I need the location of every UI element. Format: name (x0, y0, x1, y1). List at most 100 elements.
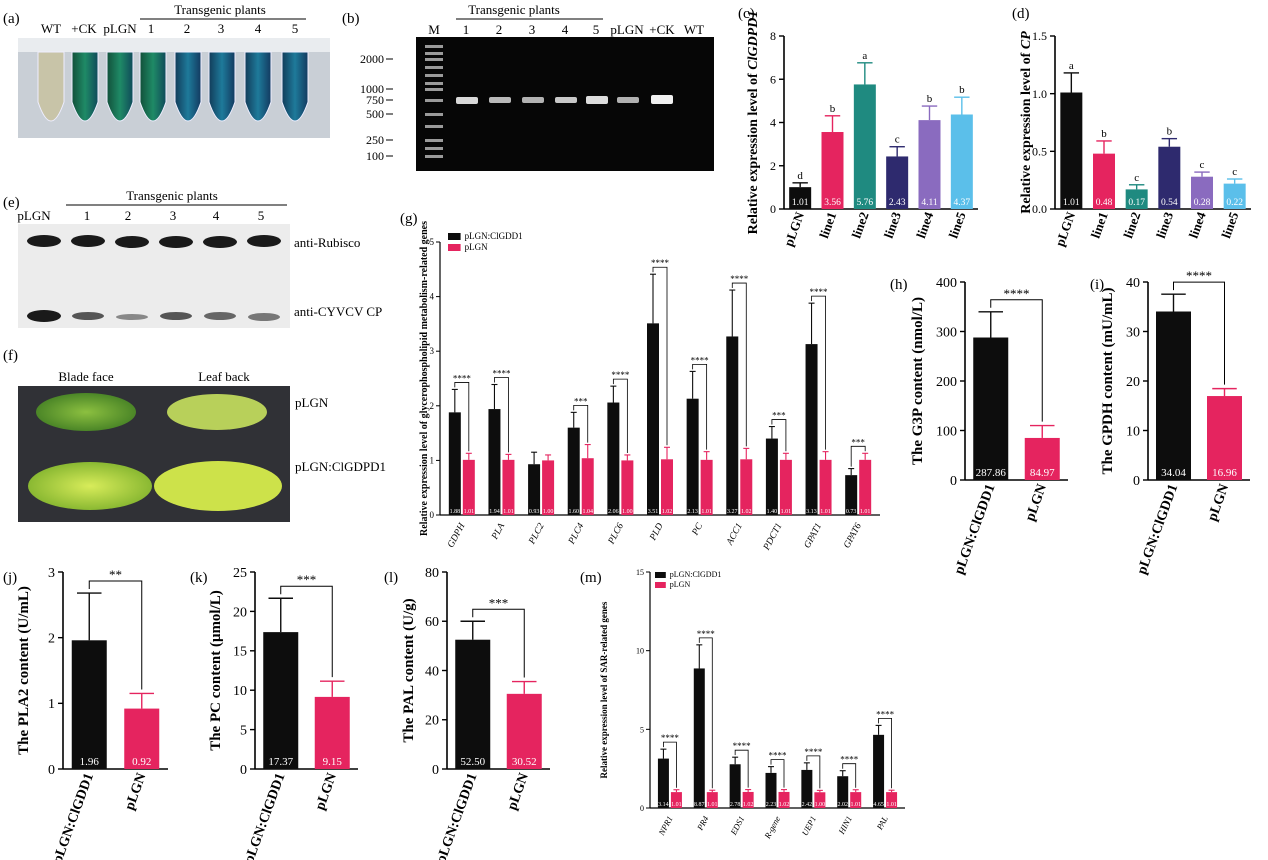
significance-letter: a (1069, 60, 1074, 72)
significance-stars: **** (611, 370, 630, 380)
y-tick-label: 40 (1126, 276, 1140, 291)
y-axis-label: The G3P content (nmol/L) (910, 297, 926, 465)
ladder-band (425, 113, 443, 116)
significance-stars: **** (661, 733, 680, 743)
chart-m: (m) 0 5 10 15 Relative expression level of SA… (580, 568, 905, 841)
panel-b-lane: WT (684, 22, 704, 37)
bar-value-label: 287.86 (976, 467, 1007, 479)
x-category-label: PC (690, 521, 705, 538)
bar-value-label: 2.78 (730, 802, 741, 808)
bar-value-label: 2.02 (837, 802, 848, 808)
chart-k: (k) 0 5 10 15 20 25 The PC content (μmol/L) 17.3… (190, 566, 358, 860)
legend-swatch (448, 244, 461, 251)
bar-value-label: 0.17 (1128, 198, 1145, 208)
y-tick-label: 3 (48, 566, 55, 581)
bar-uep1-s1 (814, 792, 826, 808)
bar-plgn (124, 708, 160, 769)
bar-pc-s0 (686, 398, 699, 515)
panel-j-label: (j) (3, 570, 17, 586)
y-tick-label: 0 (640, 804, 644, 813)
plgn-blade-leaf (36, 393, 136, 431)
panel-m-label: (m) (580, 570, 602, 586)
bar-pdct1-s1 (779, 459, 792, 515)
bar-value-label: 3.56 (824, 198, 841, 208)
panel-b-lane: 3 (529, 22, 536, 37)
y-axis-label: Relative expression level of ClGDPD1 (746, 11, 761, 235)
bar-npr1-s1 (670, 792, 682, 808)
y-tick-label: 100 (936, 424, 957, 439)
significance-stars: ** (109, 567, 122, 582)
significance-bracket (734, 749, 749, 788)
tube-ck (71, 51, 99, 122)
tube-3 (208, 51, 236, 122)
y-tick-label: 1.5 (1032, 29, 1047, 43)
ladder-band (425, 45, 443, 48)
blot-band (248, 313, 280, 321)
bar-value-label: 0.92 (132, 756, 151, 768)
bar-value-label: 52.50 (460, 756, 485, 768)
chart-h: (h) 0 100 200 300 400 The G3P content (nmol/L)… (890, 276, 1068, 577)
tube-4 (244, 51, 272, 122)
sample-band (651, 95, 673, 104)
bar-line4 (1191, 176, 1213, 209)
tube-1 (139, 51, 167, 122)
y-tick-label: 6 (770, 72, 776, 86)
significance-stars: **** (1004, 286, 1030, 301)
panel-e-lane: 5 (258, 208, 265, 223)
bar-pdct1-s0 (765, 438, 778, 515)
panel-k-label: (k) (190, 570, 208, 586)
significance-letter: b (1101, 128, 1107, 140)
y-tick-label: 200 (936, 375, 957, 390)
leaf-back-label: Leaf back (198, 369, 250, 384)
bar-value-label: 1.00 (815, 802, 826, 808)
y-tick-label: 2 (430, 401, 435, 411)
bar-value-label: 0.48 (1096, 198, 1113, 208)
significance-letter: c (1200, 159, 1205, 171)
tube-2 (174, 51, 202, 122)
significance-bracket (811, 295, 826, 450)
bar-npr1-s0 (657, 758, 669, 808)
ladder-band (425, 74, 443, 77)
blot-band (71, 235, 105, 247)
bar-value-label: 1.01 (707, 802, 718, 808)
blot-band (160, 312, 192, 320)
significance-stars: **** (651, 258, 670, 268)
significance-bracket (280, 585, 333, 678)
bar-eds1-s1 (742, 791, 754, 808)
bar-line2 (1125, 189, 1148, 209)
gel-ladder-bands (425, 45, 443, 158)
panel-f: (f) Blade face Leaf back pLGN pLGN:ClGDP… (3, 348, 386, 522)
y-axis-label-text: Relative expression level of (746, 70, 761, 235)
x-category-label: line1 (1088, 210, 1111, 240)
y-axis-label: Relative expression level of glycerophos… (419, 221, 430, 536)
panel-b-header: Transgenic plants (468, 2, 560, 17)
bar-value-label: 1.88 (450, 509, 461, 515)
panel-a-lane-labels: WT +CK pLGN 1 2 3 4 5 (41, 21, 298, 36)
legend-swatch (448, 233, 461, 240)
bar-plgn (1207, 396, 1242, 480)
panel-e-label: (e) (3, 195, 20, 211)
blot-band (159, 236, 193, 248)
bar-line4 (918, 120, 941, 209)
bar-value-label: 1.00 (543, 509, 554, 515)
x-category-label: pLGN (1052, 209, 1078, 248)
bar-value-label: 1.01 (886, 802, 897, 808)
ladder-label: 2000 (360, 52, 384, 66)
bar-pla-s0 (488, 409, 501, 515)
bar-gdph-s0 (448, 412, 461, 515)
panel-b-lane: pLGN (610, 22, 644, 37)
bar-r-gene-s1 (778, 791, 790, 808)
x-category-label: line3 (1153, 209, 1176, 240)
bar-plc6-s0 (607, 402, 620, 515)
bar-plc4-s0 (567, 427, 580, 515)
panel-a-lane: pLGN (103, 21, 137, 36)
panel-c-label: (c) (738, 6, 755, 22)
bar-r-gene-s0 (765, 772, 777, 808)
significance-bracket (494, 377, 509, 453)
bar-value-label: 1.01 (1063, 198, 1080, 208)
y-tick-label: 0.0 (1032, 202, 1047, 216)
x-category-label: line5 (945, 209, 968, 240)
bar-line3 (1158, 146, 1181, 209)
y-tick-label: 0 (48, 763, 55, 778)
bar-value-label: 3.27 (727, 509, 738, 515)
